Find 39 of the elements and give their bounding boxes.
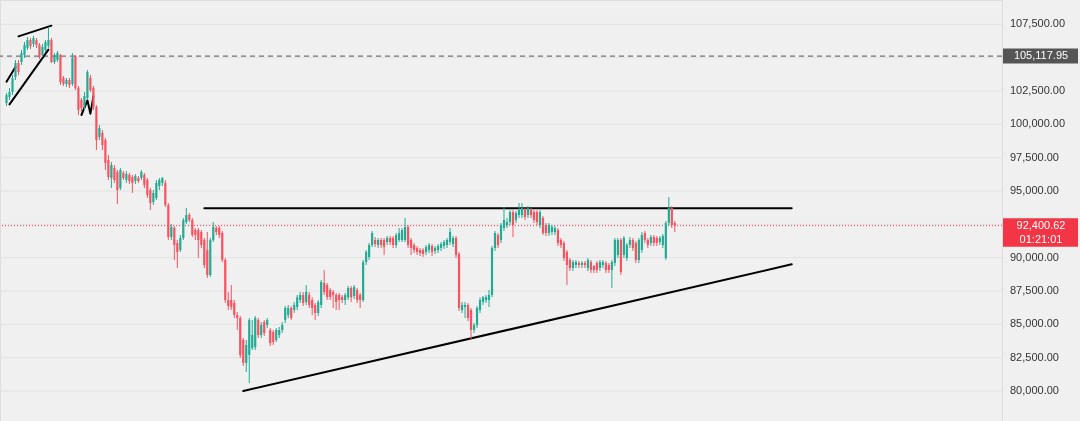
candlestick — [413, 242, 416, 254]
y-tick-label: 107,500.00 — [1010, 17, 1066, 30]
candlestick — [191, 217, 194, 238]
candlestick — [622, 235, 625, 259]
y-tick-label: 100,000.00 — [1010, 117, 1066, 130]
candlestick — [670, 205, 673, 229]
y-tick-label: 97,500.00 — [1010, 150, 1059, 163]
y-tick-label: 85,000.00 — [1010, 317, 1059, 330]
y-tick-label: 90,000.00 — [1010, 250, 1059, 263]
candlestick — [634, 240, 637, 264]
candlestick — [383, 237, 386, 256]
candlestick — [463, 301, 467, 319]
candlestick — [430, 243, 434, 257]
candlestick — [583, 260, 587, 269]
candlestick — [517, 202, 521, 219]
candlestick — [580, 260, 584, 269]
candlestick — [173, 225, 176, 261]
candlestick — [47, 26, 50, 49]
y-tick-label: 95,000.00 — [1010, 184, 1059, 196]
candlestick — [404, 217, 407, 243]
text: 01:21:01 — [1019, 232, 1063, 245]
candlestick — [377, 237, 380, 249]
ref-line-label: 92,400.62 — [1016, 218, 1066, 231]
y-tick-label: 87,500.00 — [1010, 284, 1059, 296]
y-tick-label: 102,500.00 — [1010, 84, 1066, 96]
candlestick — [460, 301, 464, 314]
candlestick — [116, 169, 119, 205]
candlestick — [427, 242, 431, 254]
candlestick — [323, 269, 326, 296]
candlestick — [230, 284, 233, 311]
y-tick-label: 80,000.00 — [1010, 384, 1059, 396]
candlestick — [359, 292, 362, 309]
candlestick — [469, 307, 473, 341]
y-tick-label: 82,500.00 — [1010, 350, 1059, 363]
candlestick — [577, 260, 581, 269]
candlestick — [305, 284, 308, 306]
candlestick — [146, 177, 149, 199]
candlestick — [251, 319, 254, 351]
ref-line-label: 105,117.95 — [1013, 49, 1069, 62]
